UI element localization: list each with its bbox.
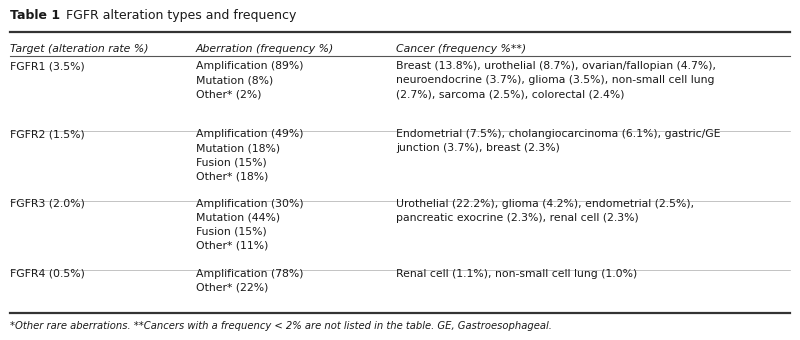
Text: Urothelial (22.2%), glioma (4.2%), endometrial (2.5%),
pancreatic exocrine (2.3%: Urothelial (22.2%), glioma (4.2%), endom… — [396, 199, 694, 223]
Text: Table 1: Table 1 — [10, 9, 60, 22]
Text: Cancer (frequency %**): Cancer (frequency %**) — [396, 44, 526, 54]
Text: Target (alteration rate %): Target (alteration rate %) — [10, 44, 148, 54]
Text: Amplification (30%)
Mutation (44%)
Fusion (15%)
Other* (11%): Amplification (30%) Mutation (44%) Fusio… — [196, 199, 304, 251]
Text: Endometrial (7.5%), cholangiocarcinoma (6.1%), gastric/GE
junction (3.7%), breas: Endometrial (7.5%), cholangiocarcinoma (… — [396, 129, 721, 153]
Text: Renal cell (1.1%), non-small cell lung (1.0%): Renal cell (1.1%), non-small cell lung (… — [396, 269, 638, 278]
Text: Breast (13.8%), urothelial (8.7%), ovarian/fallopian (4.7%),
neuroendocrine (3.7: Breast (13.8%), urothelial (8.7%), ovari… — [396, 61, 716, 99]
Text: FGFR1 (3.5%): FGFR1 (3.5%) — [10, 61, 84, 71]
Text: FGFR alteration types and frequency: FGFR alteration types and frequency — [66, 9, 296, 22]
Text: FGFR4 (0.5%): FGFR4 (0.5%) — [10, 269, 85, 278]
Text: *Other rare aberrations. **Cancers with a frequency < 2% are not listed in the t: *Other rare aberrations. **Cancers with … — [10, 321, 551, 331]
Text: Amplification (89%)
Mutation (8%)
Other* (2%): Amplification (89%) Mutation (8%) Other*… — [196, 61, 303, 99]
Text: Aberration (frequency %): Aberration (frequency %) — [196, 44, 334, 54]
Text: Amplification (78%)
Other* (22%): Amplification (78%) Other* (22%) — [196, 269, 303, 293]
Text: Amplification (49%)
Mutation (18%)
Fusion (15%)
Other* (18%): Amplification (49%) Mutation (18%) Fusio… — [196, 129, 303, 181]
Text: FGFR3 (2.0%): FGFR3 (2.0%) — [10, 199, 85, 209]
Text: FGFR2 (1.5%): FGFR2 (1.5%) — [10, 129, 84, 139]
